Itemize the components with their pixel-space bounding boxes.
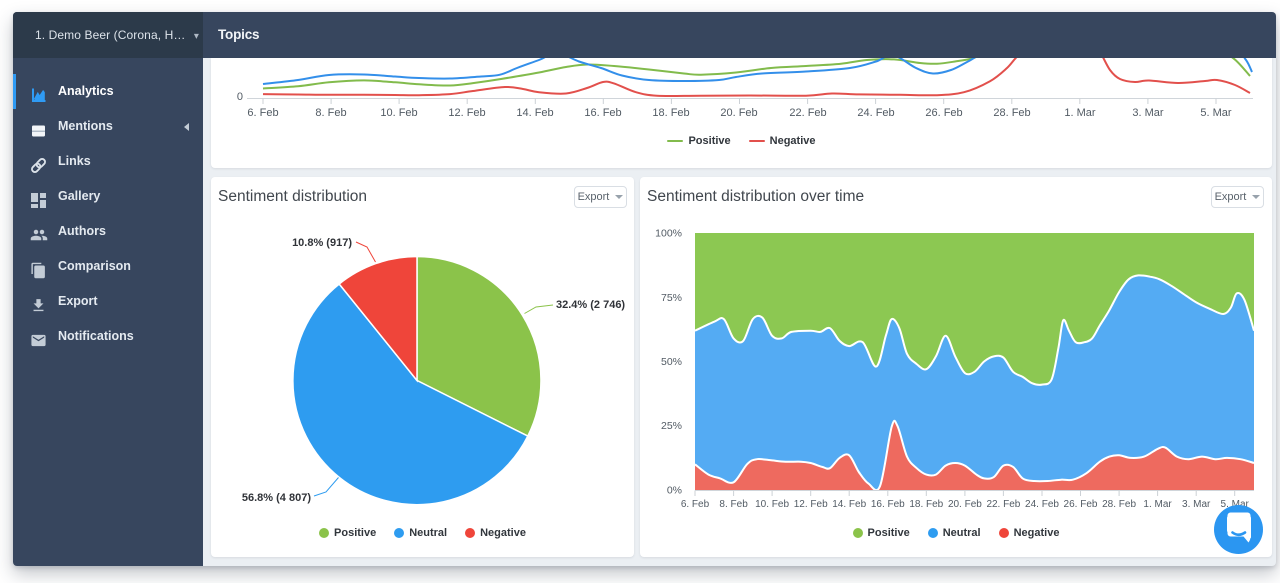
svg-text:3. Mar: 3. Mar [1182,499,1211,510]
svg-text:12. Feb: 12. Feb [794,499,828,510]
svg-text:100%: 100% [655,228,682,240]
svg-text:25%: 25% [661,420,682,432]
svg-text:10.8% (917): 10.8% (917) [292,237,352,249]
svg-text:56.8% (4 807): 56.8% (4 807) [242,492,311,504]
svg-text:20. Feb: 20. Feb [948,499,982,510]
svg-text:10. Feb: 10. Feb [755,499,789,510]
svg-text:16. Feb: 16. Feb [871,499,905,510]
svg-text:22. Feb: 22. Feb [986,499,1020,510]
svg-text:50%: 50% [661,356,682,368]
svg-text:8. Feb: 8. Feb [719,499,748,510]
svg-text:24. Feb: 24. Feb [1025,499,1059,510]
svg-text:75%: 75% [661,292,682,304]
svg-text:0%: 0% [667,485,682,497]
svg-text:6. Feb: 6. Feb [681,499,710,510]
svg-text:32.4% (2 746): 32.4% (2 746) [556,299,625,311]
svg-text:1. Mar: 1. Mar [1143,499,1172,510]
svg-text:26. Feb: 26. Feb [1064,499,1098,510]
svg-text:5. Mar: 5. Mar [1221,499,1250,510]
svg-text:14. Feb: 14. Feb [832,499,866,510]
svg-text:28. Feb: 28. Feb [1102,499,1136,510]
svg-text:18. Feb: 18. Feb [909,499,943,510]
